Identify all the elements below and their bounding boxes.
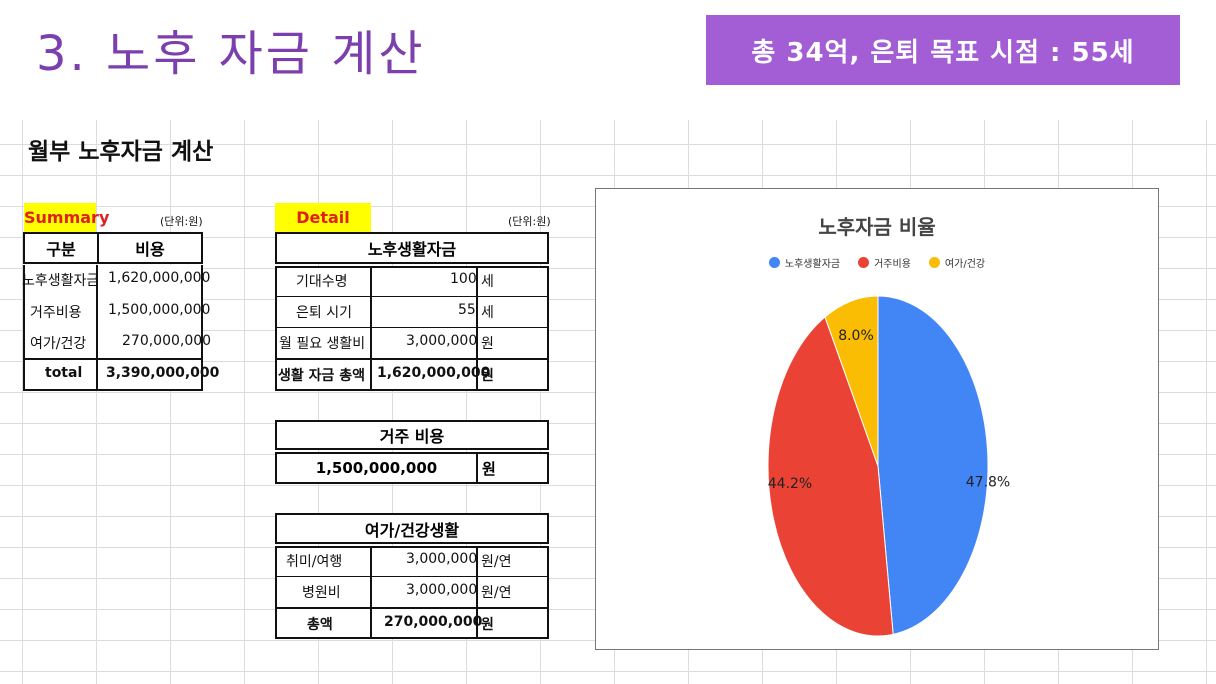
detail-unit: (단위:원) [508, 215, 551, 228]
housing-value: 1,500,000,000 [277, 454, 478, 482]
leisure-row-line [275, 607, 549, 609]
leisure-row-unit: 원/연 [481, 554, 512, 570]
housing-unit: 원 [482, 459, 496, 478]
leisure-row-name: 취미/여행 [286, 554, 343, 570]
legend-swatch [928, 257, 940, 268]
summary-row-name: 여가/건강 [30, 336, 87, 352]
summary-body [23, 265, 203, 391]
living-divider-1 [370, 266, 372, 391]
slice-label: 44.2% [768, 476, 812, 492]
leisure-total-name: 총액 [307, 617, 333, 633]
legend-item: 거주비용 [858, 255, 911, 270]
summary-total-value: 3,390,000,000 [106, 365, 220, 381]
living-divider-2 [476, 266, 478, 391]
leisure-header: 여가/건강생활 [275, 513, 549, 544]
legend-item: 노후생활자금 [768, 255, 841, 270]
summary-unit: (단위:원) [160, 215, 203, 228]
living-row-name: 월 필요 생활비 [279, 336, 366, 352]
leisure-divider-2 [476, 546, 478, 639]
detail-label: Detail [275, 203, 371, 233]
summary-header-cost: 비용 [135, 240, 165, 259]
summary-header-row: 구분 비용 [23, 232, 203, 264]
summary-total-name: total [45, 365, 83, 381]
summary-divider [96, 265, 98, 391]
legend-label: 노후생활자금 [784, 259, 841, 270]
housing-header: 거주 비용 [275, 420, 549, 450]
legend-label: 여가/건강 [944, 259, 986, 270]
living-row-value: 3,000,000 [406, 333, 478, 349]
living-row-value: 100 [450, 271, 477, 287]
living-row-unit: 원 [481, 336, 494, 352]
leisure-row-unit: 원/연 [481, 585, 512, 601]
pie-chart-panel: 노후자금 비율 노후생활자금 거주비용 여가/건강 47.8% 44.2% 8.0% [595, 188, 1159, 650]
leisure-divider-1 [370, 546, 372, 639]
living-row-name: 은퇴 시기 [296, 305, 352, 321]
living-row-line [275, 327, 549, 328]
living-total-value: 1,620,000,000 [377, 365, 491, 381]
living-row-line [275, 358, 549, 360]
living-row-unit: 세 [481, 305, 494, 321]
living-total-name: 생활 자금 총액 [278, 368, 366, 384]
summary-row-value: 270,000,000 [122, 333, 212, 349]
summary-row-value: 1,620,000,000 [108, 270, 211, 286]
leisure-row-name: 병원비 [302, 585, 341, 601]
pie-slice [877, 295, 989, 635]
summary-row-name: 거주비용 [30, 305, 82, 321]
leisure-header-label: 여가/건강생활 [364, 520, 460, 540]
living-header: 노후생활자금 [275, 232, 549, 264]
slice-label: 8.0% [838, 328, 874, 344]
legend-swatch [768, 257, 780, 268]
housing-value-row: 1,500,000,000 원 [275, 452, 549, 484]
living-row-line [275, 296, 549, 297]
legend-item: 여가/건강 [928, 255, 986, 270]
leisure-body [275, 546, 549, 639]
living-row-value: 55 [458, 302, 476, 318]
summary-total-divider [23, 358, 203, 360]
leisure-row-value: 3,000,000 [406, 551, 478, 567]
summary-badge: 총 34억, 은퇴 목표 시점 : 55세 [706, 15, 1180, 85]
pie-chart: 47.8% 44.2% 8.0% [767, 295, 1010, 637]
summary-row-value: 1,500,000,000 [108, 302, 211, 318]
living-body [275, 266, 549, 391]
page-title: 3. 노후 자금 계산 [36, 26, 426, 82]
sheet-title: 월부 노후자금 계산 [28, 139, 214, 165]
summary-label: Summary [24, 203, 109, 233]
pie-slice [824, 295, 879, 467]
housing-header-label: 거주 비용 [379, 427, 445, 446]
living-row-unit: 세 [481, 274, 494, 290]
living-row-name: 기대수명 [296, 274, 348, 290]
living-total-unit: 원 [481, 368, 494, 384]
legend-label: 거주비용 [874, 259, 911, 270]
leisure-total-unit: 원 [481, 617, 494, 633]
summary-header-category: 구분 [25, 234, 99, 262]
leisure-row-value: 3,000,000 [406, 582, 478, 598]
chart-legend: 노후생활자금 거주비용 여가/건강 [596, 255, 1158, 270]
leisure-total-value: 270,000,000 [384, 614, 483, 630]
living-header-label: 노후생활자금 [367, 240, 457, 259]
pie-slice [767, 316, 894, 637]
leisure-row-line [275, 576, 549, 577]
legend-swatch [858, 257, 870, 268]
summary-row-name: 노후생활자금 [22, 273, 96, 289]
slice-label: 47.8% [966, 474, 1010, 490]
chart-title: 노후자금 비율 [818, 215, 936, 239]
